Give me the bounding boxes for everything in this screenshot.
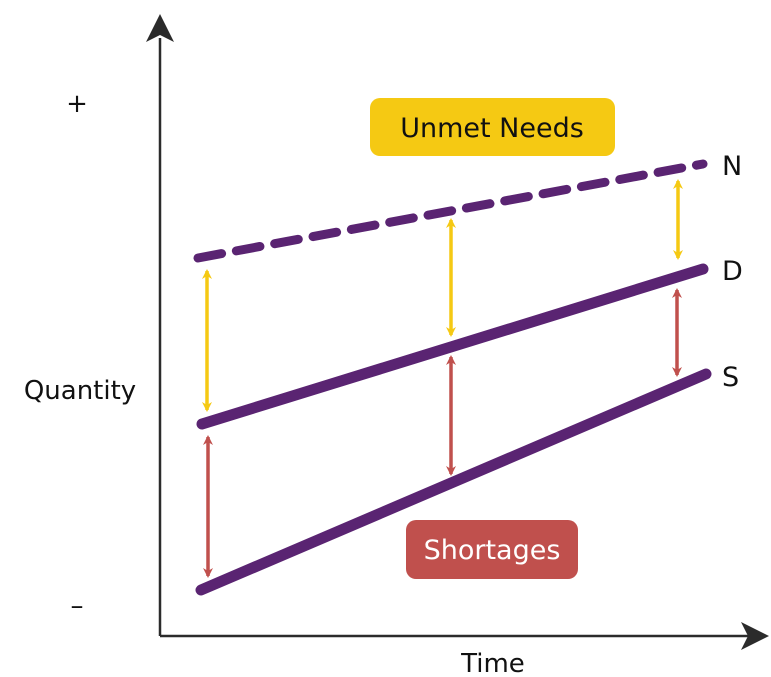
needs-line <box>193 159 708 263</box>
unmet-needs-badge-bg <box>370 98 615 156</box>
needs-line-label: N <box>722 151 742 182</box>
supply-line <box>195 368 712 596</box>
shortages-badge: Shortages <box>406 520 578 579</box>
y-axis-minus-sign: – <box>71 591 84 621</box>
unmet-needs-arrows <box>202 179 683 412</box>
y-axis-arrowhead <box>146 14 174 42</box>
demand-line <box>196 263 709 430</box>
shortages-badge-text: Shortages <box>424 535 561 566</box>
x-axis-arrowhead <box>741 622 769 650</box>
y-axis-plus-sign: + <box>66 89 88 119</box>
shortage-arrows <box>203 288 682 578</box>
demand-line-label: D <box>722 256 743 287</box>
unmet-needs-badge: Unmet Needs <box>370 98 615 156</box>
axes <box>146 14 769 650</box>
supply-line-label: S <box>722 362 739 393</box>
y-axis-label: Quantity <box>24 376 136 406</box>
unmet-needs-badge-text: Unmet Needs <box>400 113 584 144</box>
shortages-badge-bg <box>406 520 578 579</box>
x-axis-label: Time <box>460 649 525 677</box>
